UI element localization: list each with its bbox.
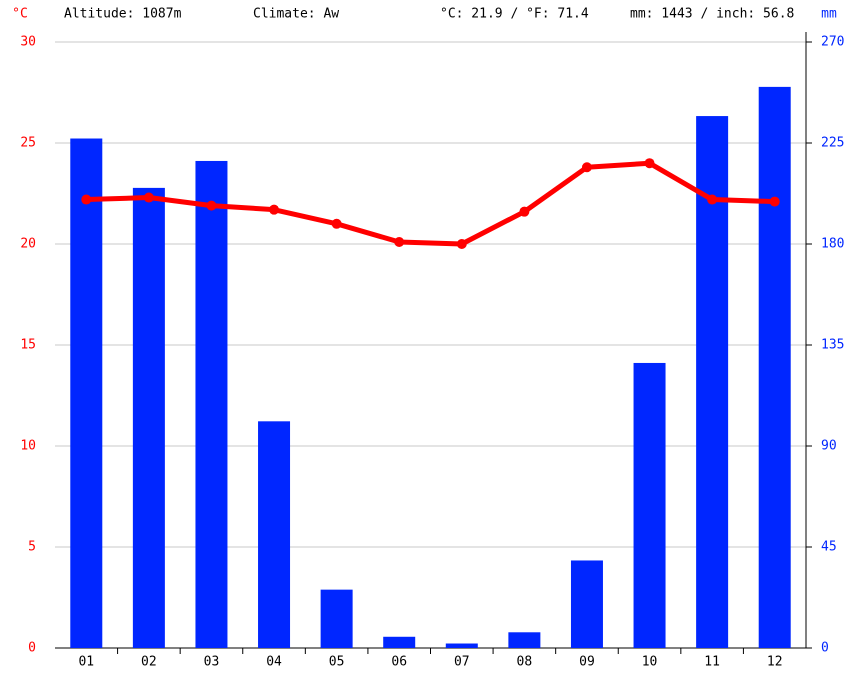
x-tick-label: 05 bbox=[329, 655, 345, 670]
temperature-point bbox=[394, 236, 405, 247]
y2-tick-label: 45 bbox=[821, 540, 837, 555]
x-tick-label: 08 bbox=[517, 655, 533, 670]
bar bbox=[696, 116, 729, 649]
temperature-point bbox=[206, 200, 217, 211]
x-tick-label: 06 bbox=[391, 655, 407, 670]
y-tick-label: 10 bbox=[20, 439, 36, 454]
header-text: mm: 1443 / inch: 56.8 bbox=[630, 7, 794, 22]
bar bbox=[132, 187, 165, 648]
y-axis-label: °C bbox=[12, 7, 28, 22]
bar bbox=[383, 636, 416, 648]
y2-tick-label: 90 bbox=[821, 439, 837, 454]
y-tick-label: 5 bbox=[28, 540, 36, 555]
x-tick-label: 03 bbox=[204, 655, 220, 670]
bar bbox=[320, 589, 353, 648]
header-text: Altitude: 1087m bbox=[64, 7, 182, 22]
y-tick-label: 30 bbox=[20, 35, 36, 50]
temperature-point bbox=[644, 158, 655, 169]
y-tick-label: 20 bbox=[20, 237, 36, 252]
bar bbox=[633, 362, 666, 648]
x-tick-label: 09 bbox=[579, 655, 595, 670]
y2-tick-label: 225 bbox=[821, 136, 844, 151]
temperature-point bbox=[143, 192, 154, 203]
bar bbox=[70, 138, 103, 648]
bar bbox=[258, 421, 291, 648]
y2-tick-label: 135 bbox=[821, 338, 844, 353]
bar bbox=[195, 160, 228, 648]
x-tick-label: 04 bbox=[266, 655, 282, 670]
bar bbox=[758, 86, 791, 648]
temperature-point bbox=[269, 204, 280, 215]
temperature-point bbox=[331, 218, 342, 229]
bar bbox=[508, 632, 541, 648]
y-tick-label: 25 bbox=[20, 136, 36, 151]
temperature-point bbox=[707, 194, 718, 205]
temperature-line bbox=[86, 160, 775, 247]
header-text: °C: 21.9 / °F: 71.4 bbox=[440, 7, 589, 22]
temperature-point bbox=[81, 194, 92, 205]
bar bbox=[445, 643, 478, 648]
x-tick-label: 11 bbox=[704, 655, 720, 670]
x-tick-label: 01 bbox=[78, 655, 94, 670]
x-tick-label: 07 bbox=[454, 655, 470, 670]
x-tick-label: 12 bbox=[767, 655, 783, 670]
y2-tick-label: 0 bbox=[821, 641, 829, 656]
x-tick-label: 10 bbox=[642, 655, 658, 670]
bar bbox=[570, 560, 603, 648]
y-tick-label: 15 bbox=[20, 338, 36, 353]
x-tick-label: 02 bbox=[141, 655, 157, 670]
y-tick-label: 0 bbox=[28, 641, 36, 656]
header-text: Climate: Aw bbox=[253, 7, 339, 22]
temperature-point bbox=[456, 239, 467, 249]
temperature-point bbox=[519, 206, 530, 217]
temperature-point bbox=[769, 196, 780, 207]
temperature-point bbox=[581, 162, 592, 173]
y2-tick-label: 270 bbox=[821, 35, 844, 50]
y2-axis-label: mm bbox=[821, 7, 837, 22]
y2-tick-label: 180 bbox=[821, 237, 844, 252]
